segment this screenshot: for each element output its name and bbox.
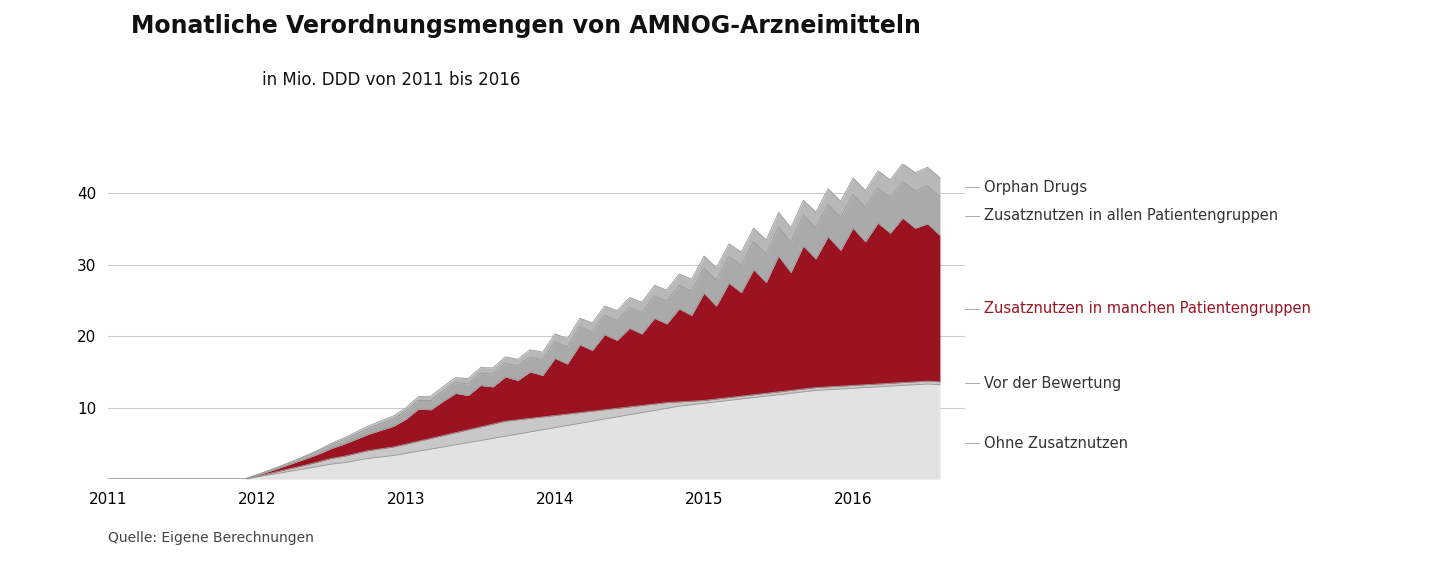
Text: in Mio. DDD von 2011 bis 2016: in Mio. DDD von 2011 bis 2016 [262,71,521,89]
Text: Monatliche Verordnungsmengen von AMNOG-Arzneimitteln: Monatliche Verordnungsmengen von AMNOG-A… [131,14,920,38]
Text: Zusatznutzen in manchen Patientengruppen: Zusatznutzen in manchen Patientengruppen [984,301,1310,316]
Text: Ohne Zusatznutzen: Ohne Zusatznutzen [984,436,1128,451]
Text: Quelle: Eigene Berechnungen: Quelle: Eigene Berechnungen [108,531,314,545]
Text: Orphan Drugs: Orphan Drugs [984,180,1087,194]
Text: Vor der Bewertung: Vor der Bewertung [984,376,1120,391]
Text: Zusatznutzen in allen Patientengruppen: Zusatznutzen in allen Patientengruppen [984,209,1277,223]
